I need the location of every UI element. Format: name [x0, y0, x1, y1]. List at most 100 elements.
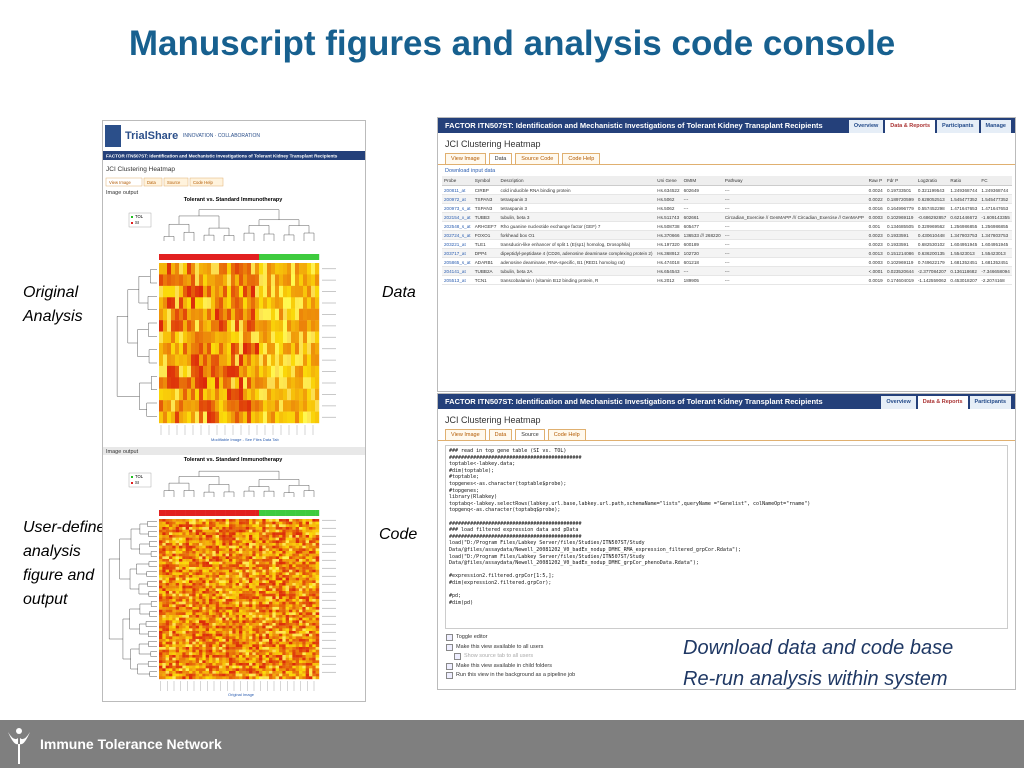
heatmap-cell	[162, 527, 166, 530]
heatmap-cell	[165, 625, 170, 629]
heatmap-cell	[289, 556, 293, 560]
heatmap-cell	[242, 620, 246, 624]
heatmap-cell	[255, 663, 260, 666]
nav-tab[interactable]: Manage	[980, 120, 1011, 133]
heatmap-cell	[243, 320, 248, 332]
heatmap-cell	[175, 521, 180, 525]
heatmap-cell	[295, 553, 300, 557]
heatmap-cell	[315, 639, 320, 642]
class-strip	[231, 254, 236, 260]
heatmap-cell	[159, 649, 163, 653]
heatmap-cell	[222, 519, 226, 522]
heatmap-cell	[279, 575, 283, 578]
heatmap-cell	[175, 671, 180, 674]
class-strip	[275, 254, 280, 260]
row-tick	[322, 551, 336, 553]
heatmap-cell	[295, 631, 300, 634]
heatmap-cell	[263, 354, 268, 367]
heatmap-cell	[303, 354, 308, 367]
heatmap-cell	[285, 628, 290, 632]
heatmap-cell	[252, 585, 256, 589]
heatmap-cell	[275, 297, 280, 309]
heatmap-cell	[222, 647, 226, 650]
heatmap-cell	[262, 668, 266, 672]
heatmap-cell	[247, 263, 252, 275]
heatmap-cell	[232, 673, 236, 677]
heatmap-cell	[312, 604, 316, 608]
heatmap-cell	[312, 569, 316, 573]
heatmap-cell	[312, 593, 316, 597]
heatmap-cell	[172, 639, 176, 642]
heatmap-cell	[232, 567, 236, 570]
heatmap-cell	[209, 545, 213, 549]
heatmap-cell	[249, 649, 253, 653]
heatmap-cell	[172, 524, 176, 528]
heatmap-cell	[167, 365, 172, 378]
heatmap-cell	[179, 524, 183, 528]
checkbox	[446, 672, 453, 680]
heatmap-cell	[189, 652, 193, 656]
heatmap-cell	[209, 612, 213, 616]
heatmap-cell	[303, 320, 308, 332]
heatmap-cell	[265, 660, 270, 664]
heatmap-cell	[239, 285, 244, 298]
heatmap-cell	[263, 308, 268, 321]
heatmap-cell	[231, 400, 236, 412]
heatmap-cell	[185, 668, 190, 672]
heatmap-cell	[219, 612, 223, 616]
nav-tab[interactable]: Participants	[937, 120, 979, 133]
heatmap-cell	[185, 583, 190, 586]
view-tab[interactable]: Data	[488, 429, 513, 440]
download-link[interactable]: Download input data	[445, 168, 496, 174]
heatmap-cell	[182, 649, 186, 653]
nav-tab[interactable]: Overview	[848, 120, 884, 133]
heatmap-cell	[279, 527, 283, 530]
heatmap-cell	[222, 615, 226, 618]
heatmap-cell	[299, 599, 303, 602]
heatmap-cell	[202, 636, 206, 640]
heatmap-cell	[232, 644, 236, 648]
view-tab[interactable]: Code Help	[547, 429, 586, 440]
heatmap-cell	[205, 559, 210, 562]
heatmap-cell	[202, 663, 206, 666]
heatmap-cell	[179, 671, 183, 674]
view-tab[interactable]: Source	[515, 429, 545, 440]
heatmap-cell	[202, 545, 206, 549]
class-strip	[315, 254, 320, 260]
heatmap-cell	[259, 663, 263, 666]
heatmap-cell	[285, 676, 290, 680]
heatmap-cell	[243, 411, 248, 424]
heatmap-cell	[279, 551, 283, 554]
heatmap-cell	[219, 529, 223, 533]
heatmap-cell	[209, 607, 213, 610]
view-tab[interactable]: View Image	[445, 429, 486, 440]
nav-tab[interactable]: Overview	[881, 396, 916, 409]
nav-tab[interactable]: Participants	[969, 396, 1011, 409]
view-tab[interactable]: Data	[488, 153, 513, 164]
heatmap-cell	[169, 575, 173, 578]
view-tab[interactable]: Code Help	[562, 153, 601, 164]
heatmap-cell	[269, 676, 273, 680]
heatmap-cell	[285, 580, 290, 584]
heatmap-cell	[259, 567, 263, 570]
view-tab[interactable]: View Image	[445, 153, 486, 164]
nav-tab[interactable]: Data & Reports	[917, 396, 968, 409]
dendrogram-branch	[147, 296, 157, 310]
heatmap-cell	[175, 676, 180, 680]
heatmap-cell	[282, 577, 286, 581]
heatmap-cell	[267, 285, 272, 298]
view-tab[interactable]: Source Code	[515, 153, 560, 164]
table-cell: ---	[722, 185, 867, 195]
heatmap-cell	[185, 631, 190, 634]
nav-tab[interactable]: Data & Reports	[885, 120, 936, 133]
heatmap-cell	[195, 532, 200, 536]
heatmap-cell	[242, 639, 246, 642]
heatmap-cell	[219, 649, 223, 653]
heatmap-cell	[219, 365, 224, 378]
heatmap-cell	[215, 604, 220, 608]
heatmap-cell	[249, 585, 253, 589]
heatmap-cell	[212, 583, 216, 586]
heatmap-cell	[183, 354, 188, 367]
heatmap-cell	[227, 308, 232, 321]
heatmap-cell	[282, 583, 286, 586]
